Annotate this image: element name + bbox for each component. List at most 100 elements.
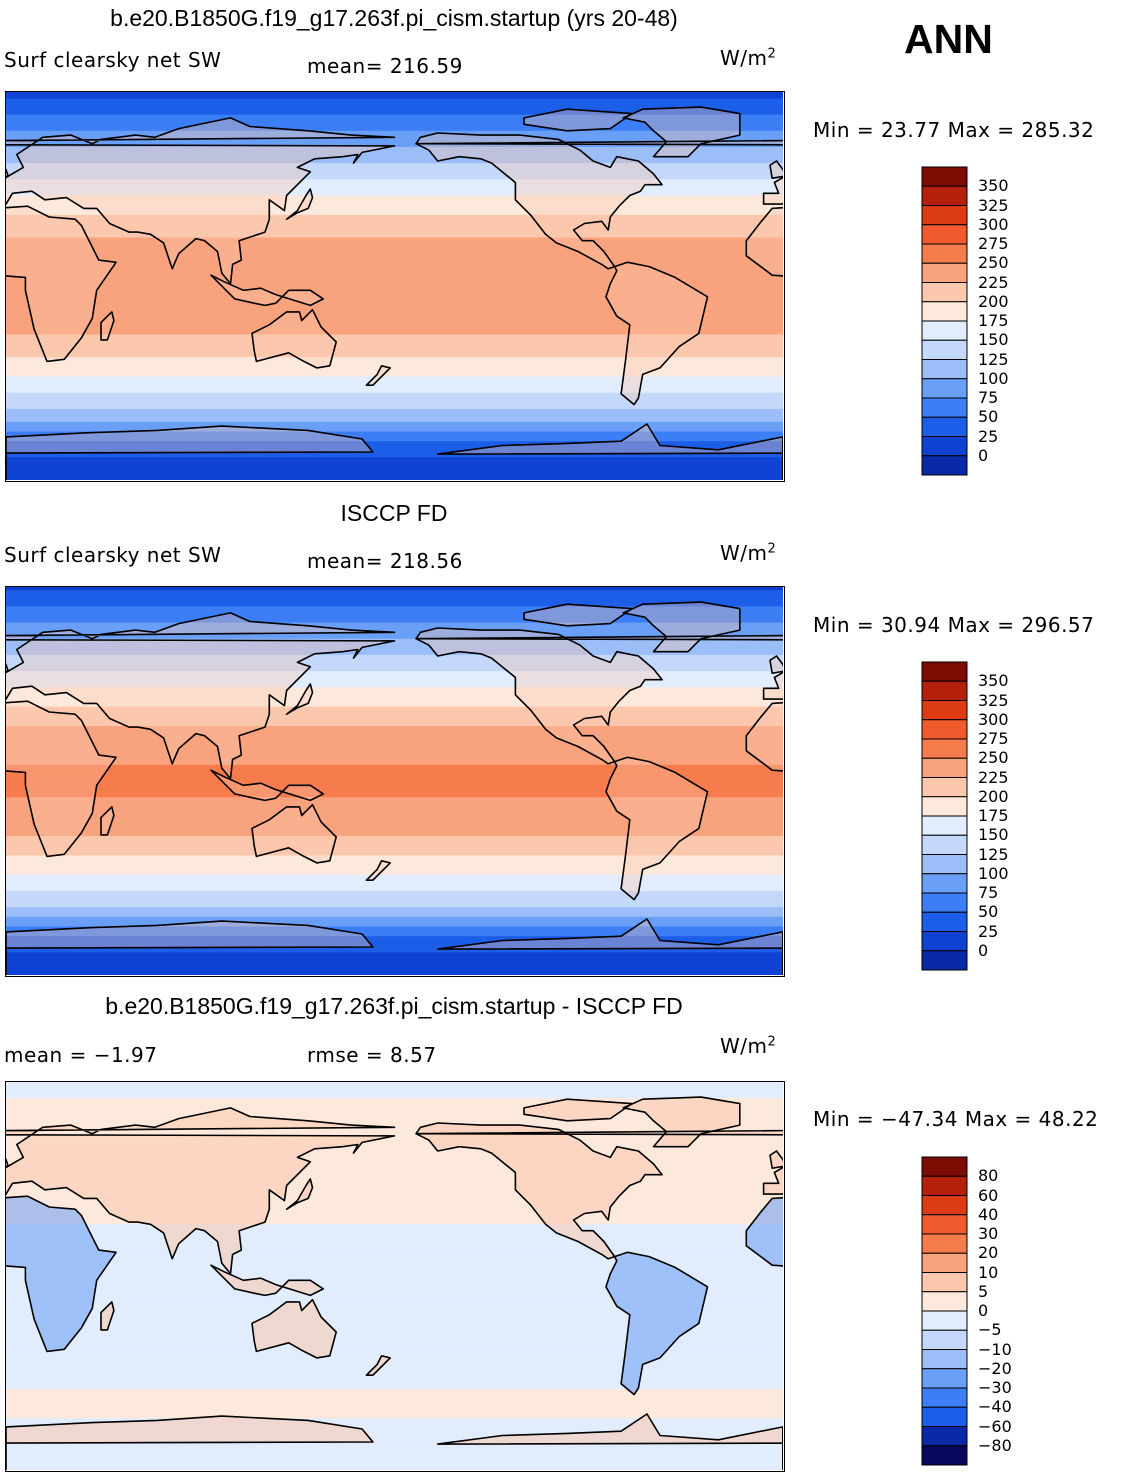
band-cell bbox=[6, 852, 783, 856]
band-cell bbox=[6, 819, 783, 824]
colorbar-swatch bbox=[921, 1214, 968, 1235]
colorbar-tick-label: 30 bbox=[978, 1224, 999, 1243]
land-tint-antarctica bbox=[6, 919, 783, 975]
band-cell bbox=[6, 298, 783, 303]
coastline-south-america bbox=[605, 1251, 709, 1396]
band-cell bbox=[6, 402, 783, 407]
band-cell bbox=[6, 263, 783, 268]
band-cell bbox=[6, 163, 783, 167]
band-cell bbox=[6, 1208, 783, 1212]
coastline-africa bbox=[6, 205, 783, 363]
band-cell bbox=[6, 832, 783, 837]
colorbar-tick-label: 80 bbox=[978, 1166, 999, 1186]
land-tint-antarctica bbox=[6, 424, 783, 480]
colorbar-tick-label: −30 bbox=[978, 1378, 1012, 1397]
band-cell bbox=[6, 214, 783, 219]
band-cell bbox=[6, 1272, 783, 1277]
band-cell bbox=[6, 755, 783, 759]
band-cell bbox=[6, 1337, 783, 1342]
colorbar-tick-label: 40 bbox=[978, 1204, 999, 1224]
band-cell bbox=[6, 1188, 783, 1193]
band-cell bbox=[6, 1127, 783, 1132]
band-cell bbox=[6, 1369, 783, 1374]
band-cell bbox=[6, 848, 783, 853]
coastline-uk bbox=[6, 655, 783, 674]
band-cell bbox=[6, 839, 783, 844]
land-tint-arctic-islands bbox=[524, 109, 632, 131]
band-cell bbox=[6, 968, 783, 973]
band-cell bbox=[6, 428, 783, 433]
band-cell bbox=[6, 771, 783, 776]
band-cell bbox=[6, 305, 783, 310]
band-cell bbox=[6, 1243, 783, 1248]
band-cell bbox=[6, 1224, 783, 1229]
band-cell bbox=[6, 289, 783, 294]
band-cell bbox=[6, 674, 783, 679]
band-cell bbox=[6, 696, 783, 701]
band-cell bbox=[6, 1295, 783, 1300]
band-cell bbox=[6, 1408, 783, 1413]
band-cell bbox=[6, 641, 783, 646]
colorbar-swatch bbox=[921, 873, 968, 894]
band-cell bbox=[6, 861, 783, 866]
coastline-madagascar bbox=[100, 311, 115, 341]
colorbar-tick-label: 50 bbox=[978, 407, 999, 427]
band-cell bbox=[6, 1227, 783, 1232]
panel-2-units: W/m2 bbox=[720, 541, 777, 565]
band-cell bbox=[6, 900, 783, 905]
band-cell bbox=[6, 706, 783, 711]
band-cell bbox=[6, 1156, 783, 1161]
band-cell bbox=[6, 373, 783, 378]
panel-3-minmax: Min = −47.34 Max = 48.22 bbox=[813, 1107, 1099, 1131]
band-cell bbox=[6, 95, 783, 100]
band-cell bbox=[6, 1318, 783, 1322]
band-cell bbox=[6, 1182, 783, 1187]
band-cell bbox=[6, 965, 783, 970]
band-cell bbox=[6, 1098, 783, 1102]
band-cell bbox=[6, 331, 783, 336]
band-cell bbox=[6, 793, 783, 798]
panel-2-variable: Surf clearsky net SW bbox=[4, 543, 222, 567]
panel-3-rmse: rmse = 8.57 bbox=[307, 1043, 437, 1067]
band-cell bbox=[6, 932, 783, 937]
band-cell bbox=[6, 648, 783, 653]
band-cell bbox=[6, 596, 783, 601]
band-cell bbox=[6, 690, 783, 695]
band-cell bbox=[6, 1288, 783, 1293]
band-cell bbox=[6, 379, 783, 384]
band-cell bbox=[6, 719, 783, 724]
colorbar-swatch bbox=[921, 1272, 968, 1293]
panel-1-title: b.e20.B1850G.f19_g17.263f.pi_cism.startu… bbox=[110, 5, 678, 31]
colorbar-tick-label: 75 bbox=[978, 388, 999, 407]
panel-2-map bbox=[5, 586, 785, 977]
band-cell bbox=[6, 1094, 783, 1099]
land-tint-indonesia bbox=[211, 275, 324, 306]
land-tint-south-america bbox=[606, 1252, 708, 1395]
band-cell bbox=[6, 871, 783, 876]
band-cell bbox=[6, 1311, 783, 1316]
colorbar-swatch bbox=[921, 262, 968, 283]
band-cell bbox=[6, 1169, 783, 1174]
colorbar-swatch bbox=[921, 738, 968, 759]
band-cell bbox=[6, 1427, 783, 1432]
band-cell bbox=[6, 1175, 783, 1180]
colorbar-tick-label: 50 bbox=[978, 902, 999, 922]
colorbar-swatch bbox=[921, 834, 968, 855]
band-cell bbox=[6, 185, 783, 190]
band-cell bbox=[6, 1117, 783, 1122]
band-cell bbox=[6, 587, 783, 591]
band-cell bbox=[6, 1146, 783, 1151]
colorbar-tick-label: 325 bbox=[978, 195, 1009, 215]
colorbar-swatch bbox=[921, 1426, 968, 1447]
band-cell bbox=[6, 470, 783, 475]
coastline-africa bbox=[6, 1195, 783, 1353]
band-cell bbox=[6, 179, 783, 184]
land-anomaly bbox=[6, 1097, 783, 1470]
band-cell bbox=[6, 370, 783, 374]
band-cell bbox=[6, 729, 783, 734]
colorbar-tick-label: 150 bbox=[978, 330, 1009, 350]
land-tint-indonesia bbox=[211, 1265, 324, 1296]
band-cell bbox=[6, 1107, 783, 1112]
colorbar-tick-label: −20 bbox=[978, 1358, 1012, 1378]
band-cell bbox=[6, 1301, 783, 1306]
